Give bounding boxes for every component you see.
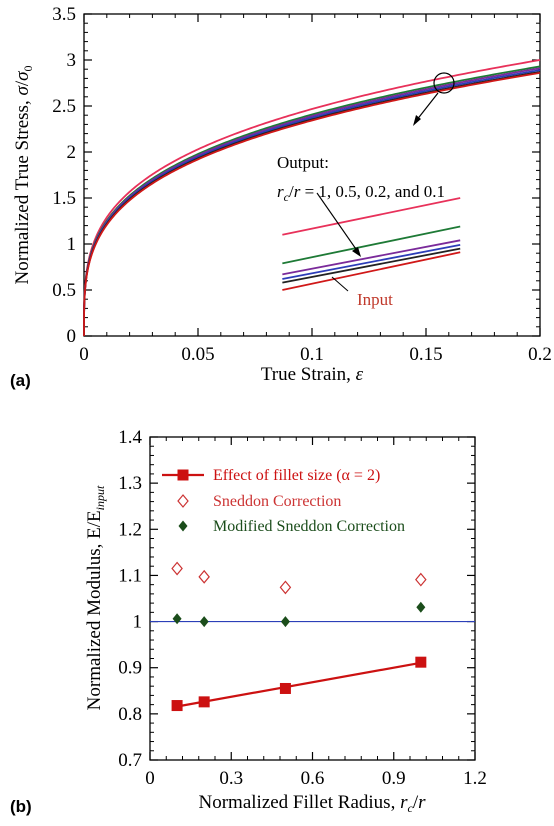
b-y-tick-label: 1.2 bbox=[118, 519, 142, 540]
a-x-tick-label: 0.1 bbox=[300, 344, 324, 365]
data-point-series-3 bbox=[200, 616, 209, 627]
a-y-tick-label: 0.5 bbox=[52, 280, 76, 301]
legend-label-3: Modified Sneddon Correction bbox=[213, 518, 405, 535]
a-y-tick-label: 1 bbox=[67, 234, 77, 255]
panel-label-b: (b) bbox=[10, 797, 32, 816]
panel-label-a: (a) bbox=[10, 371, 31, 390]
b-x-tick-label: 0.9 bbox=[382, 768, 406, 789]
data-point-series-2 bbox=[199, 571, 209, 583]
inset-line-1 bbox=[282, 198, 460, 235]
a-x-tick-label: 0.2 bbox=[528, 344, 552, 365]
legend-marker-2 bbox=[178, 495, 188, 507]
data-point-series-3 bbox=[416, 602, 425, 613]
output-title: Output: bbox=[277, 153, 329, 172]
b-y-tick-label: 1 bbox=[133, 612, 143, 633]
data-point-series-2 bbox=[280, 581, 290, 593]
flow-curve-2 bbox=[84, 66, 540, 336]
a-x-tick-label: 0.05 bbox=[181, 344, 214, 365]
y-axis-label-a: Normalized True Stress, σ/σ0 bbox=[12, 66, 35, 285]
b-y-tick-label: 0.8 bbox=[118, 704, 142, 725]
panel-a: 0 0.05 0.1 0.15 0.200.511.522.533.5 Output: … bbox=[10, 4, 552, 390]
b-y-tick-label: 0.9 bbox=[118, 658, 142, 679]
data-point-series-1 bbox=[172, 700, 183, 711]
y-axis-label-b: Normalized Modulus, E/Einput bbox=[84, 485, 107, 710]
a-y-tick-label: 1.5 bbox=[52, 188, 76, 209]
a-y-tick-label: 2 bbox=[67, 142, 77, 163]
a-y-tick-label: 2.5 bbox=[52, 96, 76, 117]
a-y-tick-label: 3.5 bbox=[52, 4, 76, 25]
input-label: Input bbox=[357, 290, 393, 309]
b-y-tick-label: 1.3 bbox=[118, 473, 142, 494]
b-x-tick-label: 0.3 bbox=[219, 768, 243, 789]
input-pointer-line bbox=[332, 277, 348, 291]
plot-frame-b bbox=[150, 437, 475, 760]
b-y-tick-label: 1.1 bbox=[118, 565, 142, 586]
legend-marker-3 bbox=[179, 521, 188, 532]
data-point-series-2 bbox=[172, 563, 182, 575]
b-x-tick-label: 0 bbox=[145, 768, 155, 789]
data-point-series-1 bbox=[199, 696, 210, 707]
panel-b: 0 0.3 0.6 0.9 1.2 0.7 0.8 0.9 1 1.1 1.2 1.3 1.4 Effe… bbox=[10, 427, 487, 816]
a-x-tick-label: 0.15 bbox=[409, 344, 442, 365]
data-point-series-3 bbox=[281, 616, 290, 627]
x-axis-label-b: Normalized Fillet Radius, rc/r bbox=[199, 792, 427, 815]
a-x-tick-label: 0 bbox=[79, 344, 89, 365]
x-axis-label-a: True Strain, ε bbox=[261, 364, 364, 385]
a-y-tick-label: 3 bbox=[67, 50, 77, 71]
legend-label-1: Effect of fillet size (α = 2) bbox=[213, 467, 380, 484]
a-y-tick-label: 0 bbox=[67, 326, 77, 347]
marks-b bbox=[172, 563, 427, 712]
data-point-series-3 bbox=[173, 613, 182, 624]
data-point-series-1 bbox=[280, 683, 291, 694]
flow-curve-4 bbox=[84, 70, 540, 336]
fit-line-series-1 bbox=[177, 663, 421, 707]
b-x-tick-label: 1.2 bbox=[463, 768, 487, 789]
output-detail: rc/r = 1, 0.5, 0.2, and 0.1 bbox=[277, 182, 445, 204]
output-arrow-line bbox=[317, 193, 358, 252]
data-point-series-2 bbox=[416, 574, 426, 586]
inset-line-5 bbox=[282, 249, 460, 283]
data-point-series-1 bbox=[415, 657, 426, 668]
legend-marker-1 bbox=[178, 470, 189, 481]
b-x-tick-label: 0.6 bbox=[301, 768, 325, 789]
inset-lines-a bbox=[282, 198, 460, 290]
inset-line-4 bbox=[282, 245, 460, 279]
b-y-tick-label: 0.7 bbox=[118, 750, 142, 771]
legend-label-2: Sneddon Correction bbox=[213, 493, 341, 510]
b-y-tick-label: 1.4 bbox=[118, 427, 142, 448]
flow-curve-5 bbox=[84, 72, 540, 336]
legend-b: Effect of fillet size (α = 2) Sneddon Cor… bbox=[162, 467, 405, 535]
flow-curve-6 bbox=[84, 73, 540, 336]
zoom-arrow-line bbox=[416, 93, 438, 121]
